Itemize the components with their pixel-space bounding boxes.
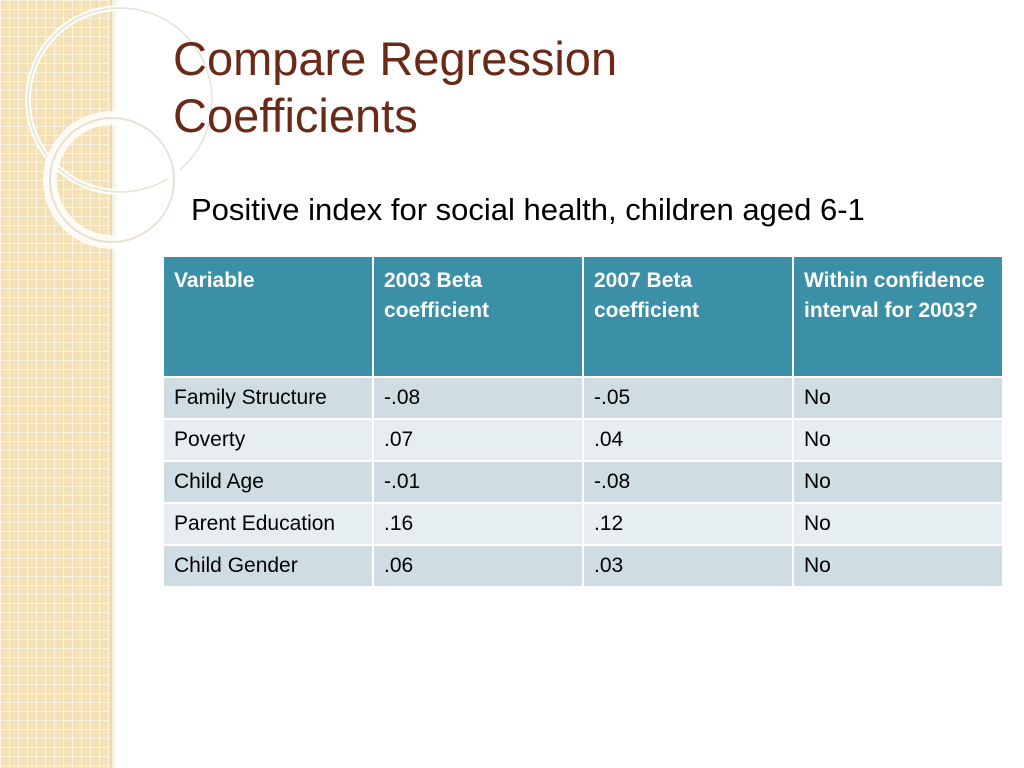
decorative-side-strip <box>0 0 112 768</box>
cell-variable: Child Gender <box>162 544 374 588</box>
header-within-ci: Within confidence interval for 2003? <box>792 255 1004 378</box>
cell-variable: Parent Education <box>162 502 374 546</box>
cell-variable: Child Age <box>162 460 374 504</box>
table-row: Child Gender .06 .03 No <box>162 544 1004 588</box>
cell-2007-beta: .12 <box>582 502 794 546</box>
table-header-row: Variable 2003 Beta coefficient 2007 Beta… <box>162 255 1004 378</box>
cell-within-ci: No <box>792 502 1004 546</box>
cell-2003-beta: -.01 <box>372 460 584 504</box>
cell-within-ci: No <box>792 376 1004 420</box>
header-variable: Variable <box>162 255 374 378</box>
regression-coefficients-table: Variable 2003 Beta coefficient 2007 Beta… <box>162 255 1004 588</box>
cell-within-ci: No <box>792 544 1004 588</box>
slide-title: Compare Regression Coefficients <box>173 32 618 142</box>
table-row: Family Structure -.08 -.05 No <box>162 376 1004 420</box>
cell-variable: Family Structure <box>162 376 374 420</box>
cell-variable: Poverty <box>162 418 374 462</box>
cell-2003-beta: .16 <box>372 502 584 546</box>
cell-2003-beta: .07 <box>372 418 584 462</box>
cell-within-ci: No <box>792 418 1004 462</box>
cell-2007-beta: .03 <box>582 544 794 588</box>
table-row: Poverty .07 .04 No <box>162 418 1004 462</box>
cell-2003-beta: -.08 <box>372 376 584 420</box>
cell-2007-beta: -.05 <box>582 376 794 420</box>
header-2007-beta: 2007 Beta coefficient <box>582 255 794 378</box>
cell-2003-beta: .06 <box>372 544 584 588</box>
cell-2007-beta: .04 <box>582 418 794 462</box>
header-2003-beta: 2003 Beta coefficient <box>372 255 584 378</box>
cell-within-ci: No <box>792 460 1004 504</box>
slide-subtitle: Positive index for social health, childr… <box>191 192 865 227</box>
cell-2007-beta: -.08 <box>582 460 794 504</box>
table-row: Parent Education .16 .12 No <box>162 502 1004 546</box>
table-row: Child Age -.01 -.08 No <box>162 460 1004 504</box>
decorative-strip-edge <box>112 0 118 768</box>
